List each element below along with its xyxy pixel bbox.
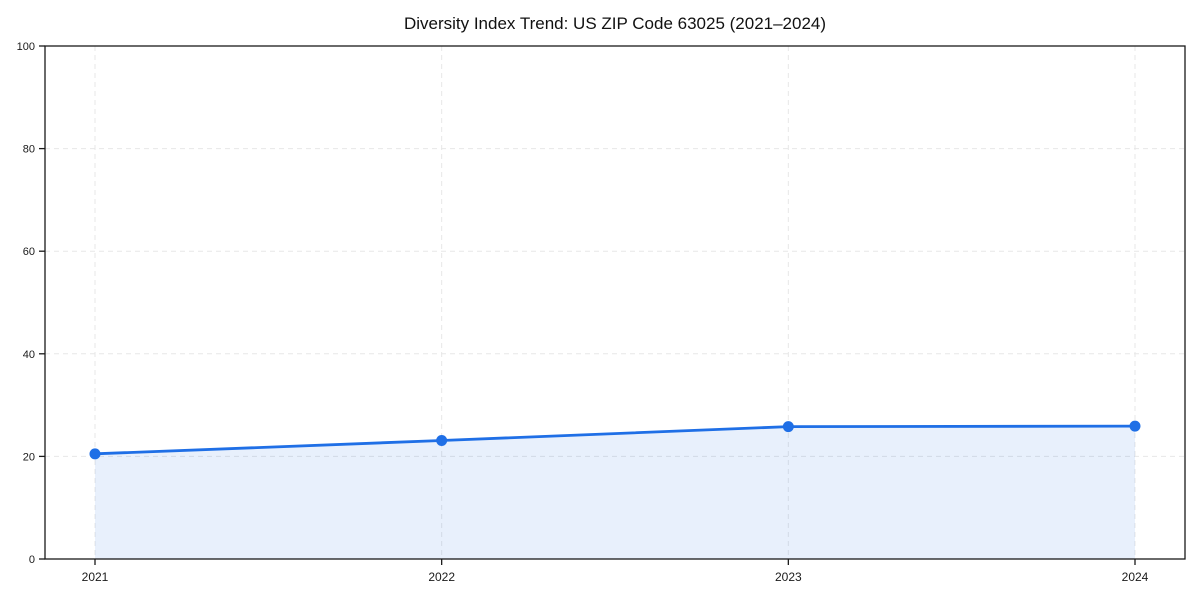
x-tick-label: 2022 <box>428 570 455 584</box>
x-tick-label: 2021 <box>82 570 109 584</box>
data-point-marker-2024 <box>1129 420 1141 432</box>
plot-border <box>44 45 1186 560</box>
chart-title: Diversity Index Trend: US ZIP Code 63025… <box>403 14 827 33</box>
area-fill <box>95 426 1135 559</box>
y-tick-label: 0 <box>29 554 35 566</box>
y-tick-label: 20 <box>23 451 35 463</box>
y-tick-label: 100 <box>17 41 35 53</box>
y-tick-label: 40 <box>23 349 35 361</box>
data-point-marker-2022 <box>436 434 448 446</box>
x-tick-label: 2024 <box>1122 570 1149 584</box>
y-tick-label: 80 <box>23 144 35 156</box>
data-point-marker-2023 <box>782 421 794 433</box>
y-tick-label: 60 <box>23 246 35 258</box>
data-point-marker-2021 <box>89 448 101 460</box>
trend-line <box>93 424 1137 456</box>
x-tick-label: 2023 <box>775 570 802 584</box>
